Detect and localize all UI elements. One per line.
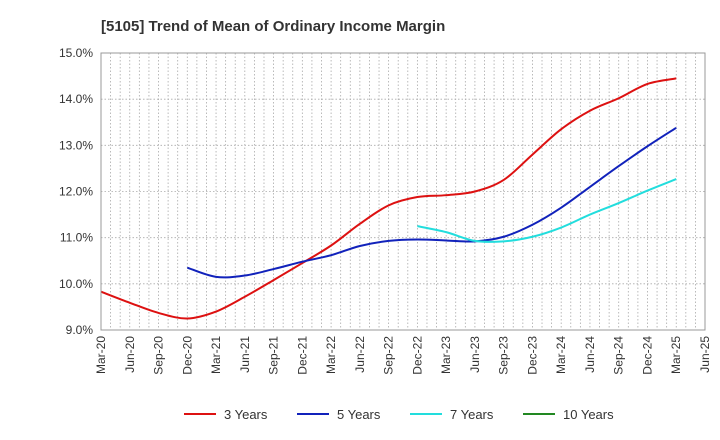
legend-label: 7 Years [450,407,494,422]
x-tick-label: Sep-24 [612,336,626,375]
y-tick-label: 11.0% [60,231,93,245]
chart-title: [5105] Trend of Mean of Ordinary Income … [101,18,445,35]
series-line-7-years [417,178,677,243]
y-tick-label: 14.0% [59,92,93,106]
series-line-3-years [100,77,677,320]
x-tick-label: Sep-21 [267,336,281,375]
y-tick-label: 12.0% [59,185,93,199]
x-tick-label: Sep-22 [382,336,396,375]
x-tick-label: Dec-22 [410,336,424,375]
x-tick-label: Mar-22 [324,336,338,374]
x-tick-label: Jun-22 [353,336,367,373]
x-tick-label: Mar-25 [669,336,683,374]
x-tick-label: Mar-20 [94,336,108,374]
x-tick-label: Dec-24 [640,336,654,375]
legend: 3 Years 5 Years 7 Years 10 Years [184,407,614,422]
y-tick-label: 15.0% [59,46,93,60]
series-line-5-years [186,126,677,279]
legend-label: 10 Years [563,407,614,422]
x-tick-label: Mar-24 [554,336,568,374]
x-tick-label: Sep-23 [497,336,511,375]
x-tick-label: Dec-20 [180,336,194,375]
x-tick-label: Jun-25 [698,336,712,373]
y-tick-label: 9.0% [66,323,94,337]
x-tick-label: Mar-23 [439,336,453,374]
x-tick-label: Jun-23 [468,336,482,373]
legend-label: 3 Years [224,407,268,422]
x-tick-label: Dec-21 [295,336,309,375]
grid [101,53,705,330]
x-tick-label: Jun-24 [583,336,597,373]
y-tick-label: 10.0% [59,277,93,291]
legend-label: 5 Years [337,407,381,422]
x-axis: Mar-20 Jun-20 Sep-20 Dec-20 Mar-21 Jun-21 Sep-… [94,336,712,375]
series-lines [100,77,677,320]
x-tick-label: Dec-23 [525,336,539,375]
y-tick-label: 13.0% [59,138,93,152]
x-tick-label: Sep-20 [152,336,166,375]
x-tick-label: Jun-21 [238,336,252,373]
x-tick-label: Jun-20 [123,336,137,373]
y-axis: 9.0% 10.0% 11.0% 12.0% 13.0% 14.0% 15.0% [59,46,93,337]
plot-border [100,52,706,331]
x-tick-label: Mar-21 [209,336,223,374]
